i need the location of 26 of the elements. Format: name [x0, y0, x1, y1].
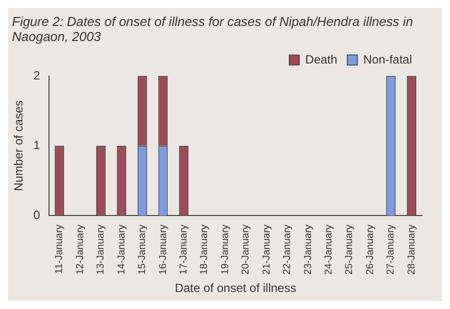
x-tick-label: 20-January: [240, 224, 252, 275]
x-tick-label: 18-January: [199, 224, 210, 275]
legend-label: Non-fatal: [363, 52, 412, 66]
x-tick-label: 23-January: [302, 224, 314, 275]
x-tick-label: 19-January: [220, 224, 231, 275]
x-tick-label: 16-January: [158, 224, 169, 275]
x-tick-label: 15-January: [137, 224, 148, 275]
chart-title: Figure 2: Dates of onset of illness for cases of Nipah/Hendra illness in Naogaon, 2003: [11, 13, 414, 44]
x-tick-label: 27-January: [386, 224, 397, 275]
y-tick-label: 0: [33, 208, 40, 222]
x-tick-label: 11-January: [54, 224, 66, 274]
x-tick-label: 26-January: [364, 224, 376, 275]
y-tick-label: 1: [33, 138, 40, 152]
x-tick-label: 14-January: [116, 224, 128, 275]
x-tick-label: 28-January: [406, 224, 418, 275]
x-tick-label: 25-January: [344, 224, 356, 275]
legend-label: Death: [305, 52, 338, 66]
x-tick-label: 17-January: [178, 224, 190, 275]
x-tick-label: 22-January: [282, 224, 294, 275]
x-tick-label: 24-January: [324, 224, 335, 275]
y-axis-title: Number of cases: [12, 100, 26, 192]
x-tick-label: 12-January: [74, 224, 86, 275]
x-tick-label: 21-January: [261, 224, 272, 275]
x-axis-title: Date of onset of illness: [174, 281, 296, 296]
x-tick-label: 13-January: [96, 224, 107, 275]
y-tick-label: 2: [33, 68, 40, 82]
